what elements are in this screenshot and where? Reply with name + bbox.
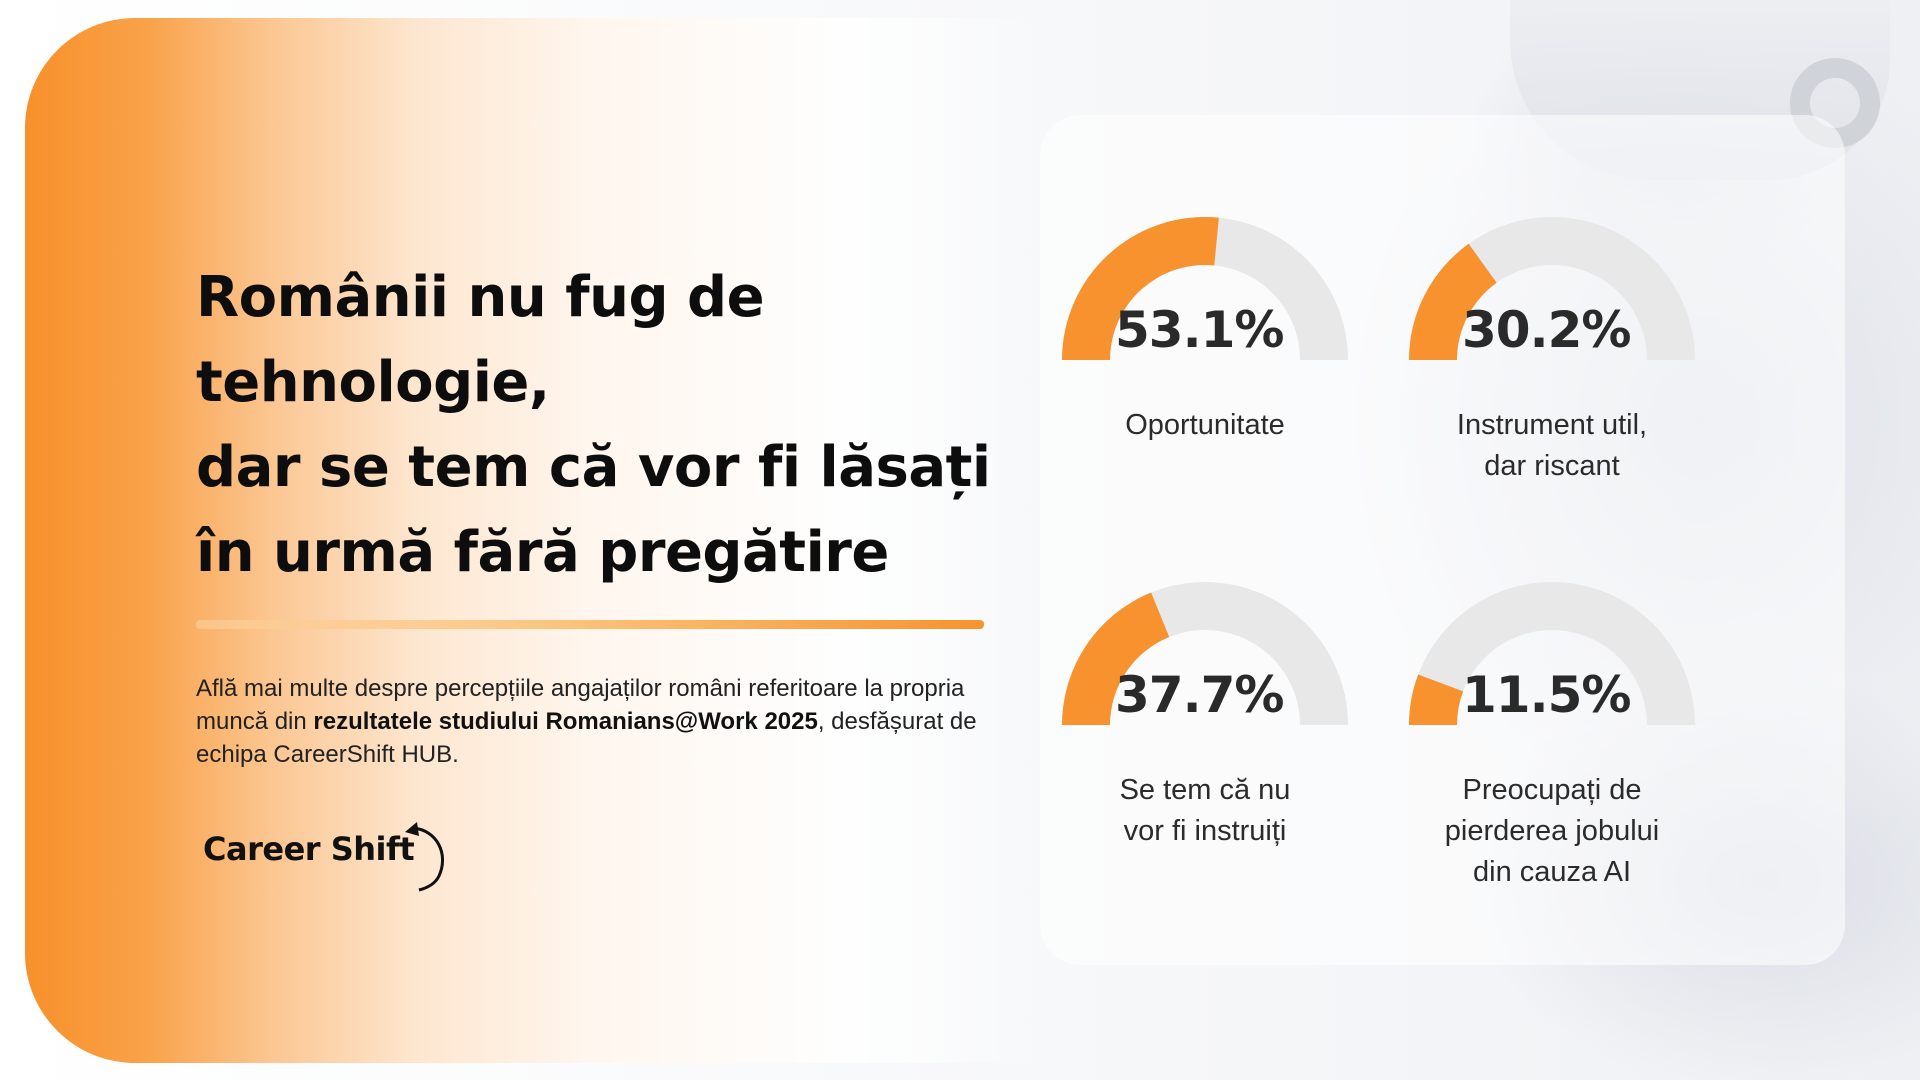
gauge-chart bbox=[1409, 217, 1695, 360]
headline-line: tehnologie, bbox=[196, 350, 550, 415]
logo-text: Career Shift bbox=[203, 830, 415, 868]
gauge-label-line: pierderea jobului bbox=[1444, 815, 1660, 847]
gauge-fill bbox=[1409, 674, 1464, 725]
gauge-value: 30.2% bbox=[1462, 301, 1631, 359]
headline: Românii nu fug de tehnologie, dar se tem… bbox=[196, 255, 1056, 595]
gauge-fill bbox=[1062, 592, 1170, 725]
headline-line: dar se tem că vor fi lăsați bbox=[196, 435, 991, 500]
career-shift-logo: Career Shift bbox=[203, 820, 463, 892]
description: Află mai multe despre percepțiile angaja… bbox=[196, 672, 1016, 771]
orange-panel bbox=[25, 18, 1050, 1063]
description-text: Află mai multe despre percepțiile angaja… bbox=[196, 675, 965, 735]
gauge-track bbox=[1409, 217, 1695, 360]
gauge-label: Se tem că nu vor fi instruiți bbox=[995, 770, 1415, 852]
gauge-label-line: din cauza AI bbox=[1473, 856, 1631, 888]
gauge-value: 37.7% bbox=[1115, 666, 1284, 724]
gauge-label-line: vor fi instruiți bbox=[1123, 815, 1287, 847]
gauge-value: 11.5% bbox=[1462, 666, 1631, 724]
gauge-chart bbox=[1409, 582, 1695, 725]
gauge-fill bbox=[1062, 217, 1219, 360]
gauge-label-line: Preocupați de bbox=[1462, 774, 1642, 806]
description-text-end: , desfășurat de echipa CareerShift HUB. bbox=[196, 708, 977, 768]
gauge-fill bbox=[1409, 243, 1497, 360]
gauge-label-line: Se tem că nu bbox=[1119, 774, 1291, 806]
gauge-label: Preocupați de pierderea jobului din cauz… bbox=[1342, 770, 1762, 893]
gauge-label: Oportunitate bbox=[995, 405, 1415, 446]
logo-arrow-icon bbox=[405, 822, 445, 892]
gauge-chart bbox=[1062, 582, 1348, 725]
gauge-value: 53.1% bbox=[1115, 301, 1284, 359]
gauge-label-line: dar riscant bbox=[1484, 450, 1620, 482]
gauge-se-tem: 37.7% Se tem că nu vor fi instruiți bbox=[1055, 580, 1355, 900]
gauge-label-line: Oportunitate bbox=[1125, 409, 1285, 441]
gauge-chart bbox=[1062, 217, 1348, 360]
divider bbox=[196, 620, 984, 629]
gauge-oportunitate: 53.1% Oportunitate bbox=[1055, 215, 1355, 535]
study-link-text: rezultatele studiului Romanians@Work 202… bbox=[313, 708, 818, 735]
headline-line: Românii nu fug de bbox=[196, 265, 765, 330]
gauge-preocupati: 11.5% Preocupați de pierderea jobului di… bbox=[1402, 580, 1702, 900]
gauge-track bbox=[1409, 582, 1695, 725]
headline-line: în urmă fără pregătire bbox=[196, 520, 889, 585]
gauge-instrument-util: 30.2% Instrument util, dar riscant bbox=[1402, 215, 1702, 535]
gauge-label-line: Instrument util, bbox=[1456, 409, 1648, 441]
gauge-label: Instrument util, dar riscant bbox=[1342, 405, 1762, 487]
